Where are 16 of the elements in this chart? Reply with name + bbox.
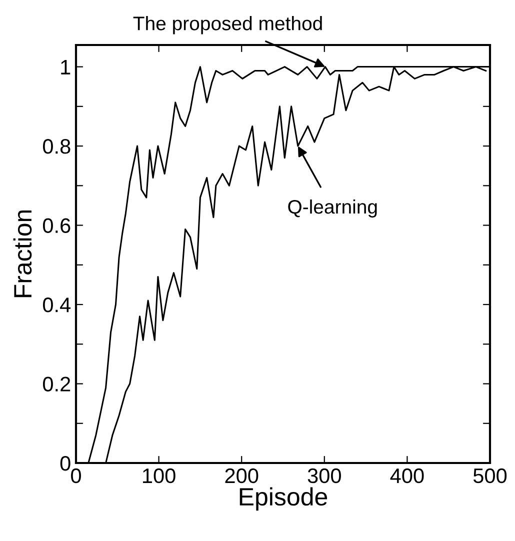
y-tick-label: 0.8	[42, 139, 70, 154]
x-tick-label: 200	[225, 468, 258, 484]
x-tick-label: 400	[390, 468, 424, 484]
annotation: The proposed method	[133, 16, 322, 34]
y-tick-label: 0.4	[42, 298, 71, 312]
x-tick-label: 100	[143, 468, 176, 484]
x-tick-label: 500	[473, 468, 507, 484]
y-tick-label: 0	[60, 456, 70, 471]
x-tick-label: 0	[71, 468, 81, 484]
y-tick-label: 0.6	[42, 218, 70, 234]
y-tick-label: 1	[61, 60, 70, 74]
y-axis-title: Fraction	[13, 210, 32, 298]
x-axis-title: Episode	[240, 487, 328, 511]
annotation: Q-learning	[288, 199, 377, 218]
x-tick-label: 300	[308, 468, 341, 484]
y-tick-label: 0.2	[42, 376, 70, 392]
